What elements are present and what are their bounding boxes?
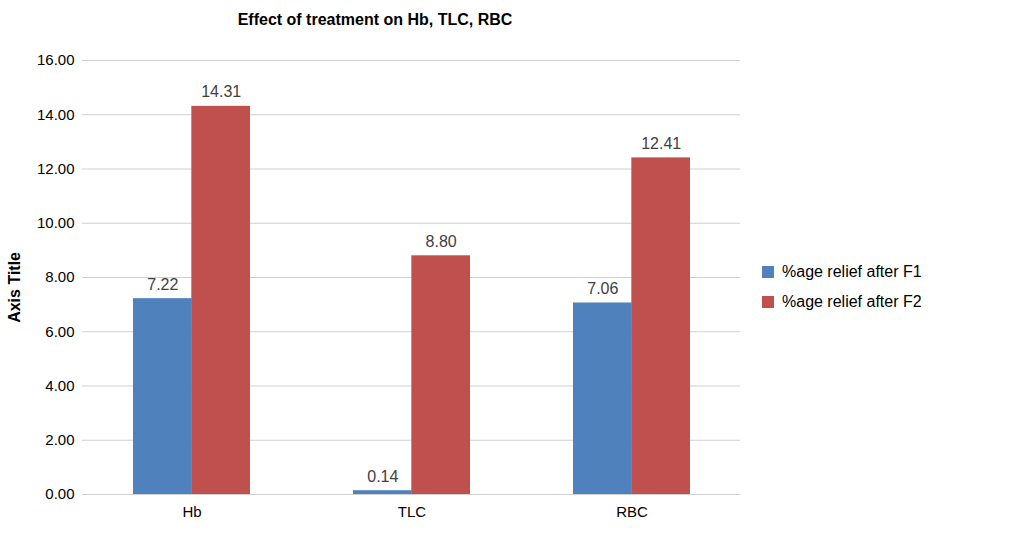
svg-text:14.00: 14.00: [37, 106, 75, 123]
svg-text:7.22: 7.22: [147, 276, 178, 293]
svg-text:7.06: 7.06: [587, 280, 618, 297]
svg-text:TLC: TLC: [398, 503, 427, 520]
svg-text:16.00: 16.00: [37, 51, 75, 68]
svg-text:14.31: 14.31: [201, 83, 241, 100]
svg-text:Hb: Hb: [182, 503, 201, 520]
svg-text:4.00: 4.00: [45, 377, 74, 394]
html-text:Axis Title: Axis Title: [6, 251, 23, 323]
html-text:%age relief after F1: %age relief after F1: [782, 263, 922, 280]
svg-text:2.00: 2.00: [45, 431, 74, 448]
html-text:%age relief after F2: %age relief after F2: [782, 293, 922, 310]
svg-text:6.00: 6.00: [45, 323, 74, 340]
svg-text:RBC: RBC: [616, 503, 648, 520]
svg-text:8.00: 8.00: [45, 268, 74, 285]
svg-text:0.14: 0.14: [367, 468, 398, 485]
svg-text:12.00: 12.00: [37, 160, 75, 177]
svg-text:12.41: 12.41: [641, 135, 681, 152]
svg-text:0.00: 0.00: [45, 485, 74, 502]
html-text:Effect of treatment on Hb, TLC: Effect of treatment on Hb, TLC, RBC: [237, 11, 513, 28]
svg-text:8.80: 8.80: [426, 233, 457, 250]
svg-text:10.00: 10.00: [37, 214, 75, 231]
